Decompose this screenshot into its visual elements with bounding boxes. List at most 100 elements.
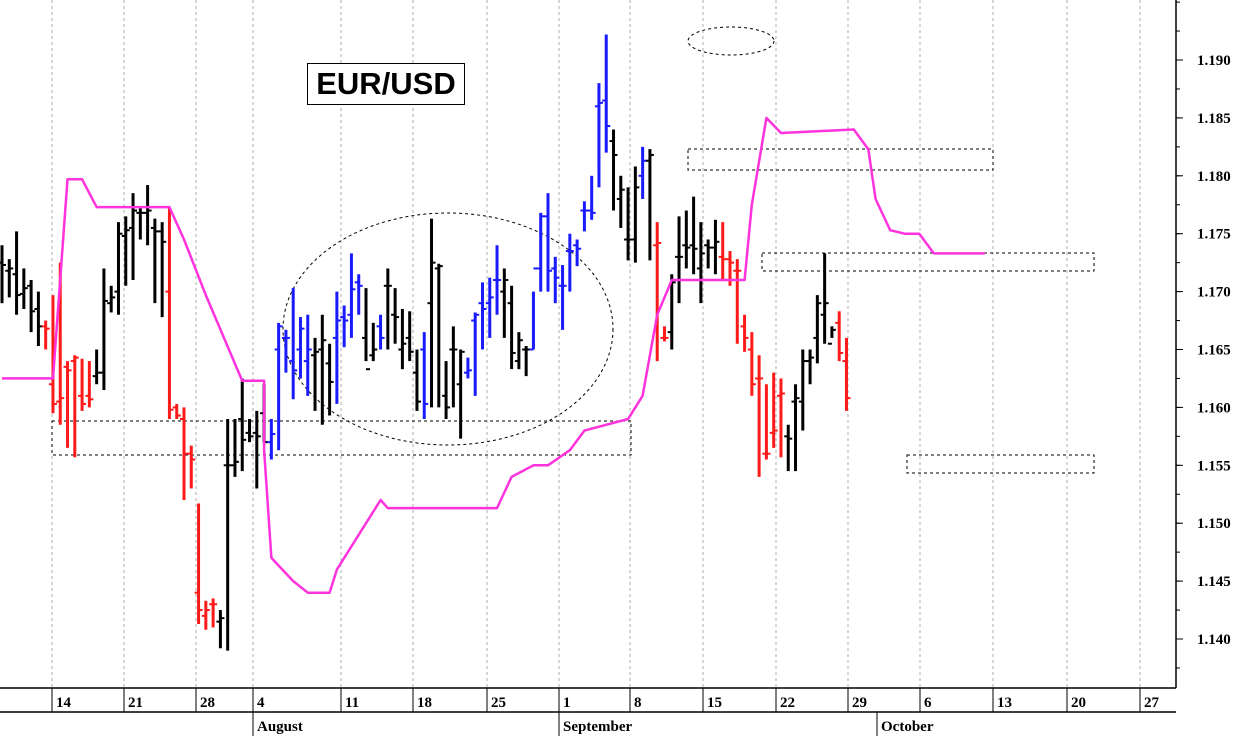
stop-line-path [2, 116, 985, 594]
ohlc-bar [835, 311, 844, 362]
ohlc-bar [194, 503, 203, 624]
ohlc-bar [784, 424, 793, 472]
ohlc-bar [529, 267, 538, 351]
ohlc-bar [667, 274, 676, 350]
ohlc-bar [551, 256, 560, 304]
y-tick-label: 1.160 [1197, 400, 1231, 416]
x-tick-label: 13 [997, 695, 1012, 711]
ohlc-bar [267, 418, 276, 460]
ohlc-bar [245, 418, 254, 443]
ohlc-bar [442, 361, 451, 419]
ohlc-bar [48, 295, 57, 414]
ohlc-bar [653, 222, 662, 362]
ohlc-bar [347, 253, 356, 338]
vertical-gridlines [51, 0, 1141, 688]
ohlc-bar [398, 308, 407, 370]
ohlc-bar [252, 410, 261, 489]
ohlc-bar [289, 288, 298, 400]
ohlc-bar [12, 231, 21, 315]
resistance-zone-box-top [687, 148, 994, 171]
ohlc-bar [405, 311, 414, 362]
y-tick-label: 1.190 [1197, 53, 1231, 69]
ohlc-bar [594, 83, 603, 188]
x-tick-label: 14 [56, 695, 72, 711]
ohlc-bar [536, 212, 545, 292]
ohlc-bar [434, 263, 443, 408]
ohlc-bar [740, 314, 749, 352]
ohlc-bar [791, 384, 800, 472]
ohlc-bar [449, 326, 458, 408]
x-tick-label: 21 [128, 695, 143, 711]
ohlc-bar [631, 166, 640, 263]
ohlc-bar [383, 268, 392, 350]
y-tick-label: 1.180 [1197, 169, 1231, 185]
ohlc-bar [609, 129, 618, 211]
ohlc-bar [34, 291, 43, 347]
ohlc-bar [755, 355, 764, 477]
ohlc-bar [776, 378, 785, 458]
ohlc-bar [281, 329, 290, 373]
x-tick-label: 11 [345, 695, 359, 711]
month-label: August [257, 719, 303, 735]
ohlc-bar [842, 337, 851, 411]
ohlc-bar [733, 259, 742, 344]
x-axis-ticks: 14 21 28 4 11 18 25 1 8 15 22 29 6 13 20 27 [51, 688, 1160, 712]
ohlc-bar [209, 598, 218, 628]
x-tick-label: 20 [1071, 695, 1086, 711]
x-tick-label: 8 [634, 695, 642, 711]
ohlc-bar [478, 282, 487, 350]
x-tick-label: 27 [1144, 695, 1160, 711]
y-tick-label: 1.175 [1197, 227, 1231, 243]
month-label: October [881, 719, 934, 735]
x-tick-label: 25 [491, 695, 506, 711]
ohlc-bar [813, 295, 822, 364]
y-axis-ticks: 1.140 1.145 1.150 1.155 1.160 1.165 1.170 1.175… [1176, 1, 1231, 669]
x-tick-label: 22 [780, 695, 795, 711]
ohlc-bar [362, 288, 370, 371]
ohlc-bar [19, 268, 28, 309]
ohlc-bar [92, 349, 101, 385]
x-tick-label: 6 [924, 695, 932, 711]
ohlc-bar [311, 337, 320, 411]
ohlc-bar [201, 600, 210, 630]
ohlc-bar [172, 403, 181, 419]
ohlc-bar [41, 320, 50, 350]
ohlc-bar [624, 187, 633, 261]
ohlc-bar [325, 343, 334, 416]
ohlc-bar [369, 322, 378, 362]
ohlc-bar [573, 239, 582, 267]
ohlc-bar [522, 346, 531, 377]
trailing-stop-line [2, 116, 985, 594]
ohlc-bar [70, 355, 79, 458]
ohlc-bar [682, 210, 691, 269]
peak-ellipse [687, 26, 775, 56]
x-tick-label: 4 [257, 695, 265, 711]
ohlc-bar [0, 245, 6, 304]
ohlc-bar [580, 201, 589, 232]
y-tick-label: 1.140 [1197, 632, 1231, 648]
ohlc-bar [99, 268, 108, 391]
ohlc-bar [762, 384, 771, 460]
ohlc-bar [238, 378, 247, 472]
ohlc-bar [558, 264, 567, 330]
ohlc-bar [318, 314, 327, 425]
ohlc-bar [747, 332, 756, 396]
y-tick-label: 1.145 [1197, 574, 1231, 590]
ohlc-bar [587, 175, 596, 220]
ohlc-bar [645, 149, 654, 261]
annotation-shapes [51, 26, 1095, 474]
ohlc-bar [471, 312, 480, 396]
ohlc-bar [296, 317, 305, 379]
ohlc-bar [689, 196, 698, 275]
ohlc-bar [675, 216, 684, 304]
ohlc-bar [230, 418, 239, 477]
ohlc-bar [711, 219, 720, 275]
y-tick-label: 1.155 [1197, 458, 1231, 474]
ohlc-bar [827, 326, 836, 345]
ohlc-bar [376, 314, 385, 350]
x-tick-label: 18 [417, 695, 432, 711]
support-zone-box-left [51, 420, 632, 456]
month-labels: August September October [252, 712, 934, 736]
ohlc-bar [354, 274, 363, 315]
